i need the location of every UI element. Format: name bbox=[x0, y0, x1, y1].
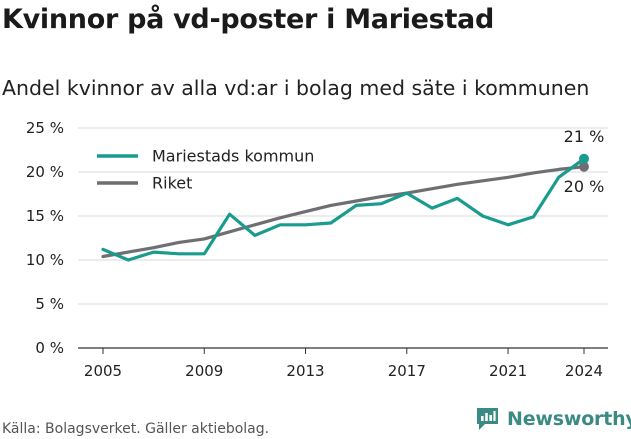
series-line-riket bbox=[101, 165, 586, 259]
y-tick-label: 5 % bbox=[35, 295, 64, 313]
newsworthy-logo-icon bbox=[477, 408, 498, 430]
series-line-mariestad bbox=[101, 157, 586, 262]
gridlines bbox=[78, 127, 608, 349]
y-tick-label: 0 % bbox=[35, 339, 64, 357]
y-tick-label: 10 % bbox=[26, 251, 64, 269]
end-point-riket bbox=[579, 161, 589, 172]
y-tick-label: 25 % bbox=[26, 119, 64, 137]
end-label-mariestad: 21 % bbox=[564, 127, 605, 146]
x-tick-label: 2024 bbox=[565, 362, 603, 380]
x-tick-label: 2005 bbox=[84, 362, 122, 380]
y-tick-label: 20 % bbox=[26, 163, 64, 181]
line-chart: 0 %5 %10 %15 %20 %25 % 2005 2009 2013 2017 2… bbox=[26, 119, 608, 380]
x-tick-label: 2021 bbox=[489, 362, 527, 380]
end-labels: 21 % 20 % bbox=[564, 127, 605, 196]
end-label-riket: 20 % bbox=[564, 177, 605, 196]
brand-logo: Newsworthy bbox=[474, 405, 631, 432]
series-lines bbox=[101, 153, 589, 262]
legend-label-mariestad: Mariestads kommun bbox=[152, 147, 314, 166]
y-tick-label: 15 % bbox=[26, 207, 64, 225]
brand-name: Newsworthy bbox=[507, 407, 631, 430]
x-tick-label: 2017 bbox=[388, 362, 426, 380]
legend: Mariestads kommun Riket bbox=[97, 147, 314, 193]
x-tick-label: 2009 bbox=[185, 362, 223, 380]
legend-label-riket: Riket bbox=[152, 174, 192, 193]
x-axis-ticks: 2005 2009 2013 2017 2021 2024 bbox=[84, 348, 603, 380]
chart-subtitle: Andel kvinnor av alla vd:ar i bolag med … bbox=[2, 76, 590, 100]
source-note: Källa: Bolagsverket. Gäller aktiebolag. bbox=[2, 421, 270, 437]
end-point-mariestad bbox=[579, 153, 589, 164]
x-tick-label: 2013 bbox=[286, 362, 324, 380]
y-axis-ticks: 0 % 5 % 10 % 15 % 20 % 25 % bbox=[26, 119, 64, 357]
chart-title: Kvinnor på vd-poster i Mariestad bbox=[2, 4, 494, 35]
